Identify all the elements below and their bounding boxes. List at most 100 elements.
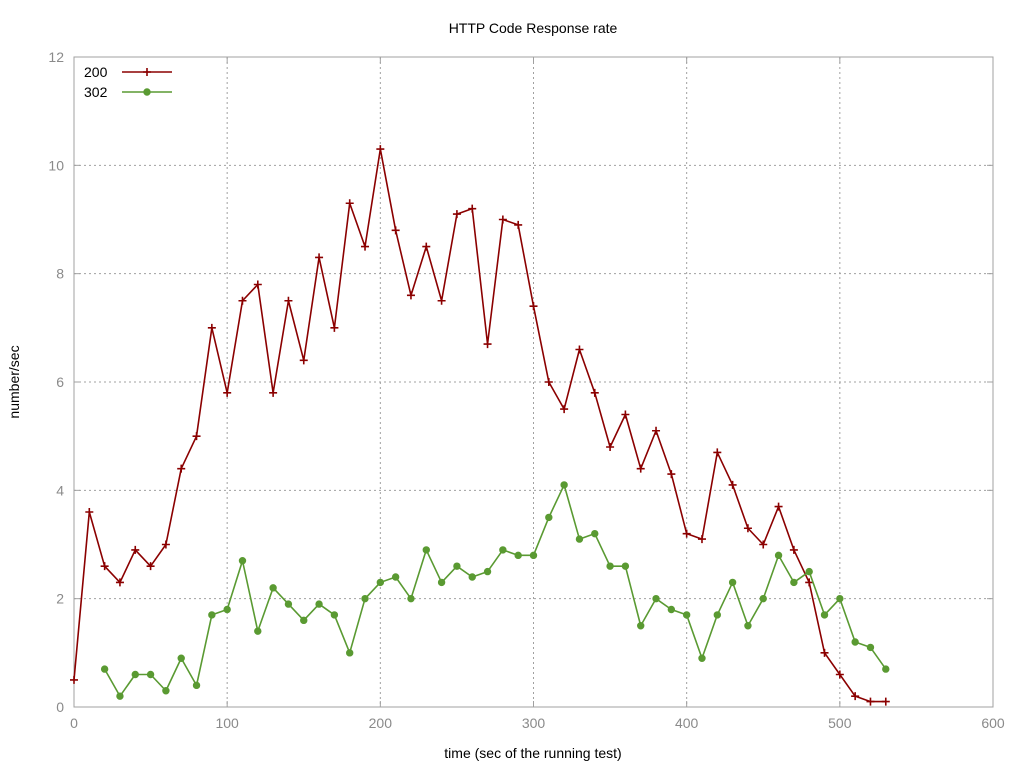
series-200-point xyxy=(452,210,461,219)
series-302-point xyxy=(728,578,737,587)
series-302-point xyxy=(407,594,415,603)
y-tick-label: 4 xyxy=(56,482,64,498)
series-302-point xyxy=(713,611,721,619)
series-302-point xyxy=(131,670,139,679)
series-200-point xyxy=(391,226,400,235)
series-302-point xyxy=(805,567,813,576)
series-302-point xyxy=(575,535,584,543)
series-200-point xyxy=(315,253,324,262)
series-200-point xyxy=(437,296,446,305)
series-200-point xyxy=(223,388,232,397)
y-tick-label: 10 xyxy=(48,157,64,173)
legend-label-200: 200 xyxy=(84,64,108,80)
series-302-line xyxy=(103,484,887,697)
series-200-point xyxy=(131,545,140,554)
series-302-point xyxy=(545,513,553,522)
series-302-point xyxy=(882,665,890,673)
series-302-point xyxy=(422,546,430,554)
series-302-point xyxy=(100,665,109,673)
series-302-point xyxy=(468,573,476,581)
series-200-point xyxy=(361,242,370,251)
series-302-point xyxy=(652,594,660,603)
series-200-point xyxy=(866,697,875,706)
series-200-point xyxy=(728,480,737,489)
y-tick-label: 8 xyxy=(56,266,64,282)
series-302-point xyxy=(391,573,400,581)
series-302-point xyxy=(223,605,231,614)
series-200-point xyxy=(575,345,584,354)
series-302-point xyxy=(238,557,247,565)
series-200-point xyxy=(529,302,538,311)
x-axis-label: time (sec of the running test) xyxy=(444,745,621,761)
series-302-point xyxy=(667,605,676,614)
series-200-point xyxy=(544,378,553,386)
series-200-line xyxy=(73,148,886,703)
series-302-point xyxy=(208,611,216,619)
series-302-point xyxy=(621,562,630,570)
series-200-point xyxy=(636,464,645,473)
series-302-point xyxy=(162,687,170,695)
series-200-point xyxy=(238,296,247,305)
series-200-point xyxy=(606,443,615,451)
x-tick-label: 600 xyxy=(981,715,1005,731)
series-200-point xyxy=(284,296,293,305)
series-302-point xyxy=(591,529,599,538)
series-302-point xyxy=(146,670,155,679)
x-tick-label: 500 xyxy=(828,715,852,731)
series-layer xyxy=(70,145,890,706)
series-302-point xyxy=(774,551,783,560)
series-302-point xyxy=(759,594,767,603)
y-tick-label: 0 xyxy=(56,699,64,715)
series-302-point xyxy=(483,567,492,576)
series-302-point xyxy=(866,643,875,652)
series-302-point xyxy=(254,627,262,635)
series-200-point xyxy=(468,204,477,213)
x-tick-label: 100 xyxy=(215,715,239,731)
series-200-point xyxy=(192,432,201,441)
series-200-point xyxy=(881,697,890,706)
series-302-point xyxy=(514,551,522,560)
chart-title: HTTP Code Response rate xyxy=(449,20,618,36)
grid-layer xyxy=(74,57,993,707)
series-200-point xyxy=(330,323,339,332)
legend-marker-302 xyxy=(143,88,151,96)
series-200-point xyxy=(146,562,155,571)
series-302-point xyxy=(346,649,354,657)
series-200-point xyxy=(667,470,676,479)
series-302-point xyxy=(499,546,507,554)
series-200-point xyxy=(759,540,768,549)
x-tick-label: 0 xyxy=(70,715,78,731)
series-200-point xyxy=(177,464,186,473)
series-200-point xyxy=(774,502,783,511)
series-302-point xyxy=(330,611,339,619)
x-tick-label: 200 xyxy=(369,715,393,731)
tick-layer: 0 100 200 300 400 500 600 0 2 4 6 8 10 12 xyxy=(48,49,1004,731)
series-200-point xyxy=(682,529,691,538)
series-200-point xyxy=(713,448,722,457)
series-302-point xyxy=(790,578,798,587)
series-200-point xyxy=(805,578,814,587)
legend-marker-200 xyxy=(143,68,151,76)
series-200-point xyxy=(483,340,492,349)
series-302-point xyxy=(851,638,859,646)
series-302-point xyxy=(560,481,568,489)
series-200-point xyxy=(851,692,860,701)
series-302-point xyxy=(453,562,461,570)
series-200-point xyxy=(789,545,798,554)
y-tick-label: 2 xyxy=(56,591,64,607)
series-200 xyxy=(70,145,890,706)
series-200-point xyxy=(253,280,262,289)
series-302-point xyxy=(744,622,752,630)
series-200-point xyxy=(345,199,354,208)
series-200-point xyxy=(376,145,385,154)
series-302-point xyxy=(284,600,293,608)
series-200-point xyxy=(652,426,661,435)
series-200-point xyxy=(70,675,78,684)
series-200-point xyxy=(743,524,752,533)
series-200-point xyxy=(820,648,829,657)
series-302-point xyxy=(315,600,323,608)
legend-label-302: 302 xyxy=(84,84,108,100)
series-302-point xyxy=(637,622,645,630)
series-302-point xyxy=(698,654,706,662)
